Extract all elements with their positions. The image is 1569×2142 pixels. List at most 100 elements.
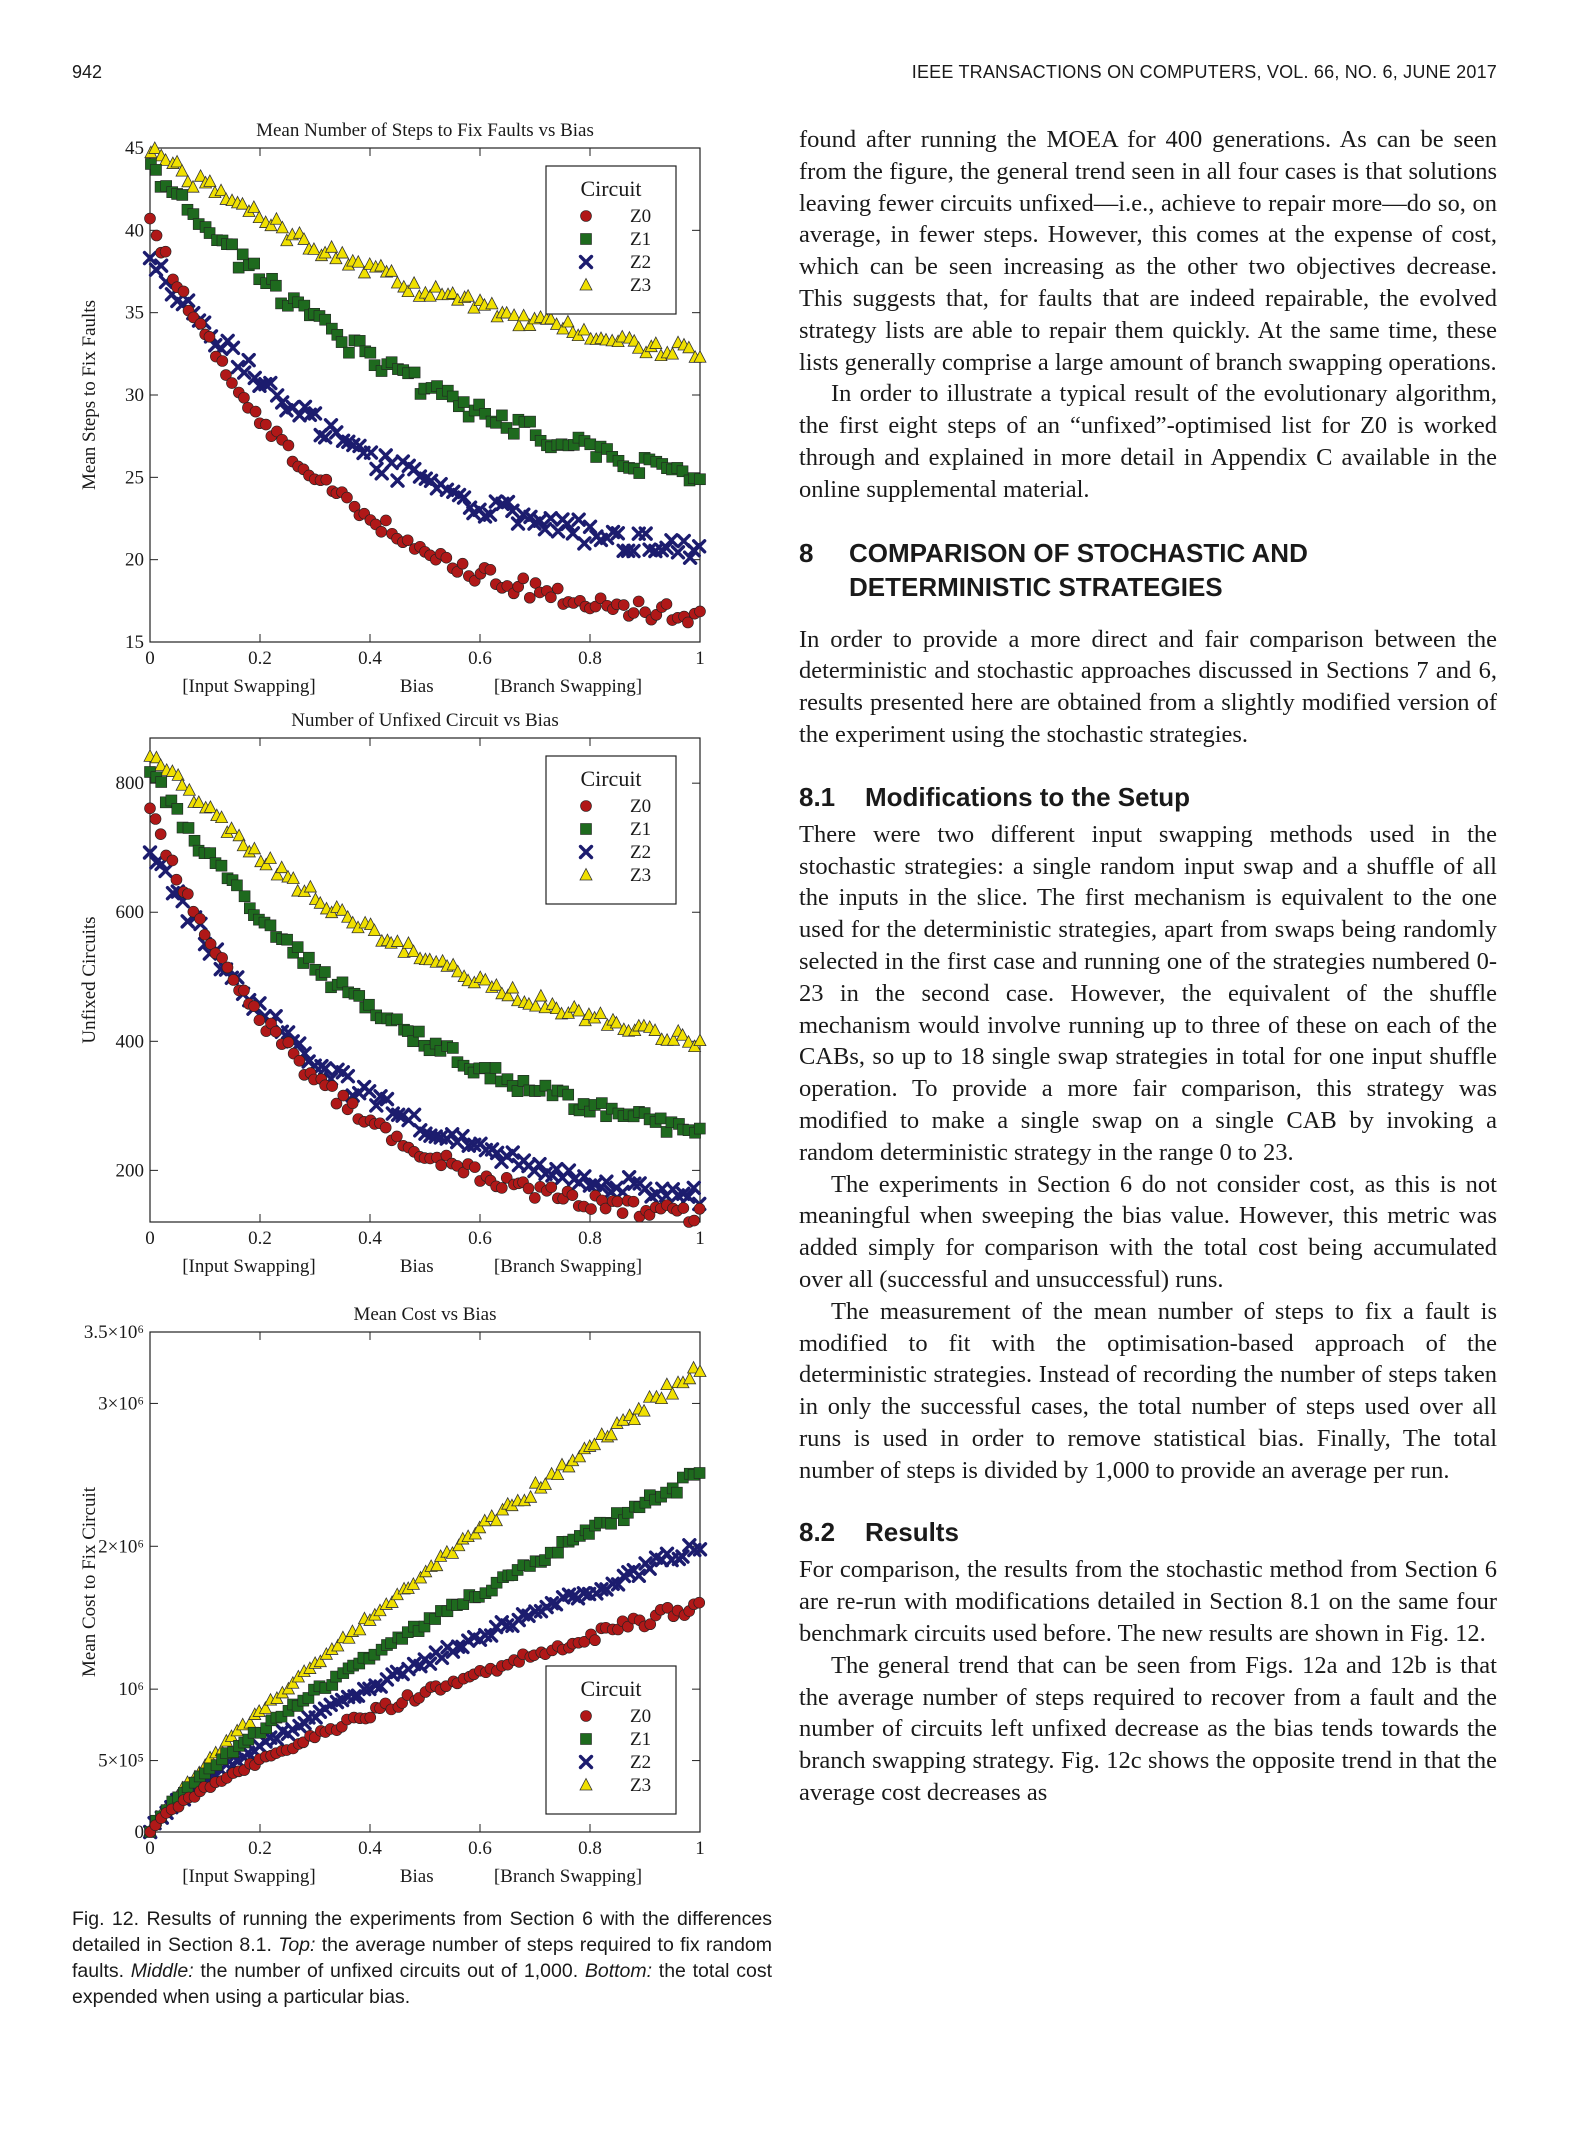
data-point-square bbox=[248, 257, 260, 270]
data-point-circle bbox=[693, 1596, 706, 1609]
series-z3 bbox=[144, 141, 707, 363]
x-axis-label-left: [Input Swapping] bbox=[182, 676, 316, 697]
data-point-triangle bbox=[686, 1360, 701, 1374]
data-point-triangle bbox=[236, 838, 250, 852]
data-point-square bbox=[165, 794, 178, 807]
section-number: 8 bbox=[799, 537, 814, 568]
data-point-triangle bbox=[682, 1371, 697, 1385]
data-point-square bbox=[580, 233, 592, 245]
data-point-triangle bbox=[275, 860, 289, 874]
data-point-x bbox=[549, 1161, 564, 1177]
data-point-square bbox=[479, 408, 491, 420]
data-point-triangle bbox=[523, 318, 537, 331]
data-point-triangle bbox=[259, 857, 273, 871]
data-point-circle bbox=[566, 1189, 579, 1201]
x-axis-label-right: [Branch Swapping] bbox=[494, 1256, 642, 1277]
data-point-triangle bbox=[579, 1777, 593, 1791]
data-point-x bbox=[434, 1650, 450, 1665]
data-point-triangle bbox=[429, 279, 443, 293]
x-tick-label: 0.2 bbox=[248, 1228, 272, 1249]
data-point-x bbox=[532, 513, 548, 528]
data-point-circle bbox=[282, 1036, 295, 1049]
caption-label: Fig. 12. Results of running the experime… bbox=[72, 1908, 772, 1956]
data-point-triangle bbox=[561, 314, 575, 328]
data-point-square bbox=[231, 879, 243, 892]
data-point-triangle bbox=[264, 218, 278, 232]
data-point-square bbox=[226, 238, 238, 251]
data-point-triangle bbox=[171, 767, 185, 781]
data-point-circle bbox=[144, 802, 156, 815]
y-tick-label: 400 bbox=[116, 1031, 145, 1052]
data-point-circle bbox=[616, 1207, 629, 1219]
y-tick-label: 200 bbox=[116, 1160, 145, 1181]
data-point-triangle bbox=[335, 902, 349, 916]
legend-label: Z3 bbox=[630, 275, 651, 296]
data-point-x bbox=[390, 473, 405, 488]
data-point-circle bbox=[221, 961, 234, 974]
data-point-circle bbox=[216, 355, 229, 367]
subsection-title: Results bbox=[865, 1517, 959, 1548]
caption-middle-text: the number of unfixed circuits out of 1,… bbox=[200, 1960, 579, 1982]
data-point-x bbox=[379, 1091, 395, 1107]
data-point-circle bbox=[238, 391, 250, 404]
data-point-circle bbox=[622, 1620, 634, 1633]
series-z0 bbox=[144, 212, 706, 629]
data-point-x bbox=[422, 1656, 438, 1671]
legend-label: Z0 bbox=[630, 796, 651, 817]
x-tick-label: 0.2 bbox=[248, 1838, 272, 1859]
data-point-square bbox=[671, 1486, 683, 1499]
data-point-circle bbox=[451, 566, 464, 578]
data-point-circle bbox=[440, 1149, 453, 1162]
data-point-triangle bbox=[507, 308, 521, 321]
data-point-circle bbox=[249, 405, 262, 418]
data-point-x bbox=[578, 1754, 594, 1770]
data-point-triangle bbox=[534, 988, 548, 1002]
data-point-x bbox=[406, 1107, 422, 1122]
data-point-square bbox=[335, 336, 348, 348]
data-point-circle bbox=[177, 285, 190, 298]
data-point-square bbox=[281, 933, 293, 946]
data-point-circle bbox=[632, 595, 645, 608]
y-tick-label: 35 bbox=[125, 303, 144, 324]
data-point-triangle bbox=[373, 1603, 387, 1617]
data-point-circle bbox=[154, 828, 167, 840]
data-point-square bbox=[353, 335, 366, 347]
data-point-x bbox=[521, 1608, 536, 1623]
data-point-circle bbox=[580, 210, 592, 222]
x-tick-label: 1 bbox=[695, 1228, 705, 1249]
series-z3 bbox=[143, 748, 707, 1053]
x-tick-label: 0.6 bbox=[468, 648, 492, 669]
data-point-square bbox=[407, 1035, 419, 1048]
data-point-triangle bbox=[351, 254, 365, 268]
data-point-triangle bbox=[192, 795, 206, 808]
data-point-triangle bbox=[461, 288, 475, 302]
data-point-triangle bbox=[665, 346, 680, 360]
data-point-circle bbox=[580, 800, 592, 812]
data-point-triangle bbox=[561, 1006, 575, 1019]
data-point-triangle bbox=[297, 232, 311, 245]
data-point-x bbox=[537, 522, 553, 537]
data-point-triangle bbox=[512, 318, 526, 332]
chart-cost-svg: Mean Cost vs Bias 0 5×10⁵ 10⁶ 2×10⁶ 3×10⁶ 3.5×… bbox=[79, 1304, 708, 1887]
data-point-triangle bbox=[313, 1654, 327, 1668]
subsection-heading-8-2: 8.2 Results bbox=[799, 1516, 1497, 1548]
data-point-triangle bbox=[551, 1467, 565, 1481]
caption-top-tag: Top: bbox=[278, 1934, 316, 1956]
data-point-square bbox=[633, 467, 646, 479]
data-point-square bbox=[238, 890, 251, 903]
data-point-square bbox=[580, 1733, 592, 1745]
data-point-square bbox=[176, 189, 189, 201]
chart-title: Number of Unfixed Circuit vs Bias bbox=[291, 710, 559, 731]
x-axis-label: Bias bbox=[400, 1866, 434, 1887]
data-point-triangle bbox=[682, 340, 696, 354]
data-point-triangle bbox=[577, 322, 591, 336]
legend-label: Z0 bbox=[630, 1706, 651, 1727]
subsection-heading-8-1: 8.1 Modifications to the Setup bbox=[799, 781, 1497, 813]
data-point-triangle bbox=[275, 220, 290, 234]
data-point-triangle bbox=[158, 152, 173, 166]
data-point-circle bbox=[150, 229, 163, 242]
x-tick-label: 0.8 bbox=[578, 1228, 602, 1249]
data-point-square bbox=[188, 834, 201, 847]
data-point-square bbox=[676, 465, 689, 478]
